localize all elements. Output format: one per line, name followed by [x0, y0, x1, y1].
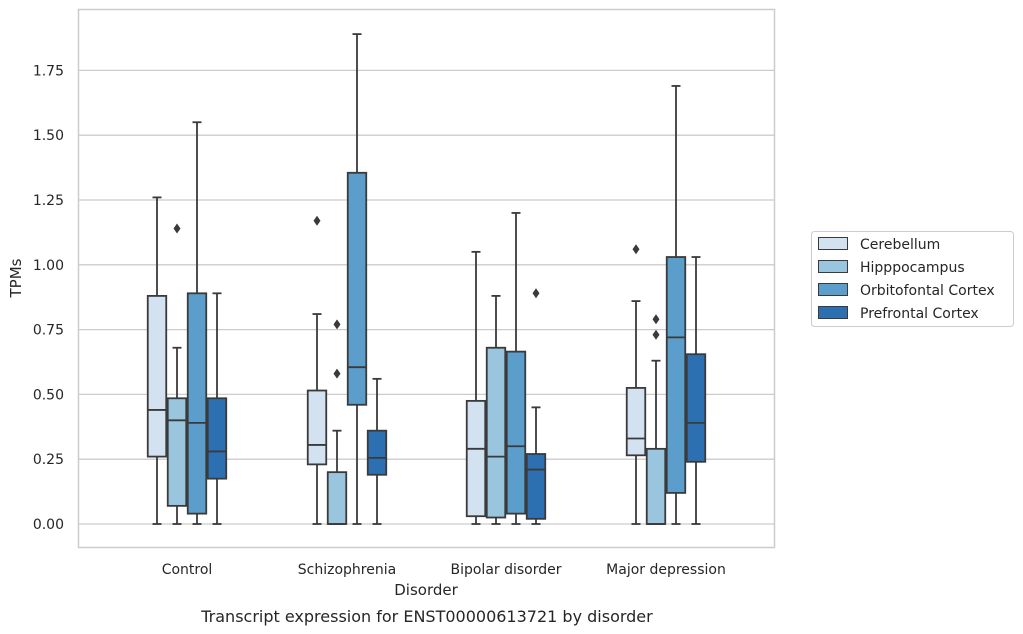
box-0-3: [625, 244, 647, 525]
y-tick-label: 1.00: [33, 258, 64, 274]
box-0-1: [306, 215, 328, 525]
legend-item: Cerebellum: [818, 237, 940, 253]
box-iqr: [346, 171, 368, 406]
box-iqr: [465, 399, 487, 518]
outlier-marker: [333, 319, 341, 330]
outlier-marker: [652, 329, 660, 340]
outlier-marker: [652, 314, 660, 325]
x-axis-label: Disorder: [394, 581, 458, 599]
legend: Cerebellum Hipppocampus Orbitofontal Corte…: [811, 231, 1014, 327]
box-iqr: [505, 350, 527, 515]
y-tick-label: 0.75: [33, 323, 64, 339]
box-2-2: [505, 212, 527, 525]
box-1-3: [645, 314, 667, 525]
y-axis-ticks: 0.00 0.25 0.50 0.75 1.00 1.25 1.50 1.75: [33, 63, 64, 533]
box-3-0: [206, 292, 228, 525]
box-iqr: [685, 353, 707, 463]
y-tick-label: 1.75: [33, 63, 64, 79]
y-tick-label: 0.50: [33, 387, 64, 403]
box-iqr: [665, 256, 687, 494]
box-2-1: [346, 33, 368, 525]
legend-label: Hipppocampus: [860, 260, 965, 276]
outlier-marker: [333, 368, 341, 379]
legend-swatch: [818, 260, 848, 273]
box-iqr: [326, 471, 348, 525]
legend-frame: [811, 231, 1014, 327]
legend-item: Hipppocampus: [818, 260, 965, 276]
box-iqr: [186, 292, 208, 515]
box-3-2: [525, 288, 547, 525]
outlier-marker: [532, 288, 540, 299]
plot-frame: [77, 8, 776, 549]
y-tick-label: 0.00: [33, 517, 64, 533]
outlier-marker: [632, 244, 640, 255]
x-tick-label: Major depression: [606, 562, 726, 578]
box-0-0: [146, 196, 168, 525]
box-3-1: [366, 377, 388, 525]
outlier-marker: [313, 215, 321, 226]
legend-swatch: [818, 283, 848, 296]
x-tick-label: Schizophrenia: [298, 562, 396, 578]
box-0-2: [465, 250, 487, 525]
outlier-marker: [173, 223, 181, 234]
box-iqr: [166, 397, 188, 507]
box-1-2: [485, 295, 507, 525]
box-iqr: [146, 295, 168, 458]
box-marks: [146, 33, 707, 525]
legend-item: Orbitofontal Cortex: [818, 283, 995, 299]
box-iqr: [306, 389, 328, 466]
box-iqr: [525, 453, 547, 520]
box-1-1: [326, 319, 348, 525]
x-tick-label: Bipolar disorder: [450, 562, 561, 578]
box-iqr: [645, 447, 667, 525]
box-2-0: [186, 121, 208, 525]
y-tick-label: 1.50: [33, 128, 64, 144]
legend-label: Cerebellum: [860, 237, 940, 253]
x-axis-ticks: Control Schizophrenia Bipolar disorder Majo…: [162, 562, 726, 578]
legend-swatch: [818, 306, 848, 319]
box-1-0: [166, 223, 188, 525]
box-iqr: [366, 429, 388, 476]
box-iqr: [625, 387, 647, 457]
box-iqr: [206, 397, 228, 480]
chart-caption: Transcript expression for ENST0000061372…: [200, 607, 653, 626]
legend-label: Orbitofontal Cortex: [860, 283, 995, 299]
box-3-3: [685, 256, 707, 525]
legend-item: Prefrontal Cortex: [818, 306, 979, 322]
y-tick-label: 0.25: [33, 452, 64, 468]
legend-label: Prefrontal Cortex: [860, 306, 979, 322]
box-2-3: [665, 85, 687, 525]
y-axis-label: TPMs: [7, 258, 25, 298]
legend-swatch: [818, 237, 848, 250]
box-iqr: [485, 346, 507, 519]
x-tick-label: Control: [162, 562, 213, 578]
y-tick-label: 1.25: [33, 193, 64, 209]
